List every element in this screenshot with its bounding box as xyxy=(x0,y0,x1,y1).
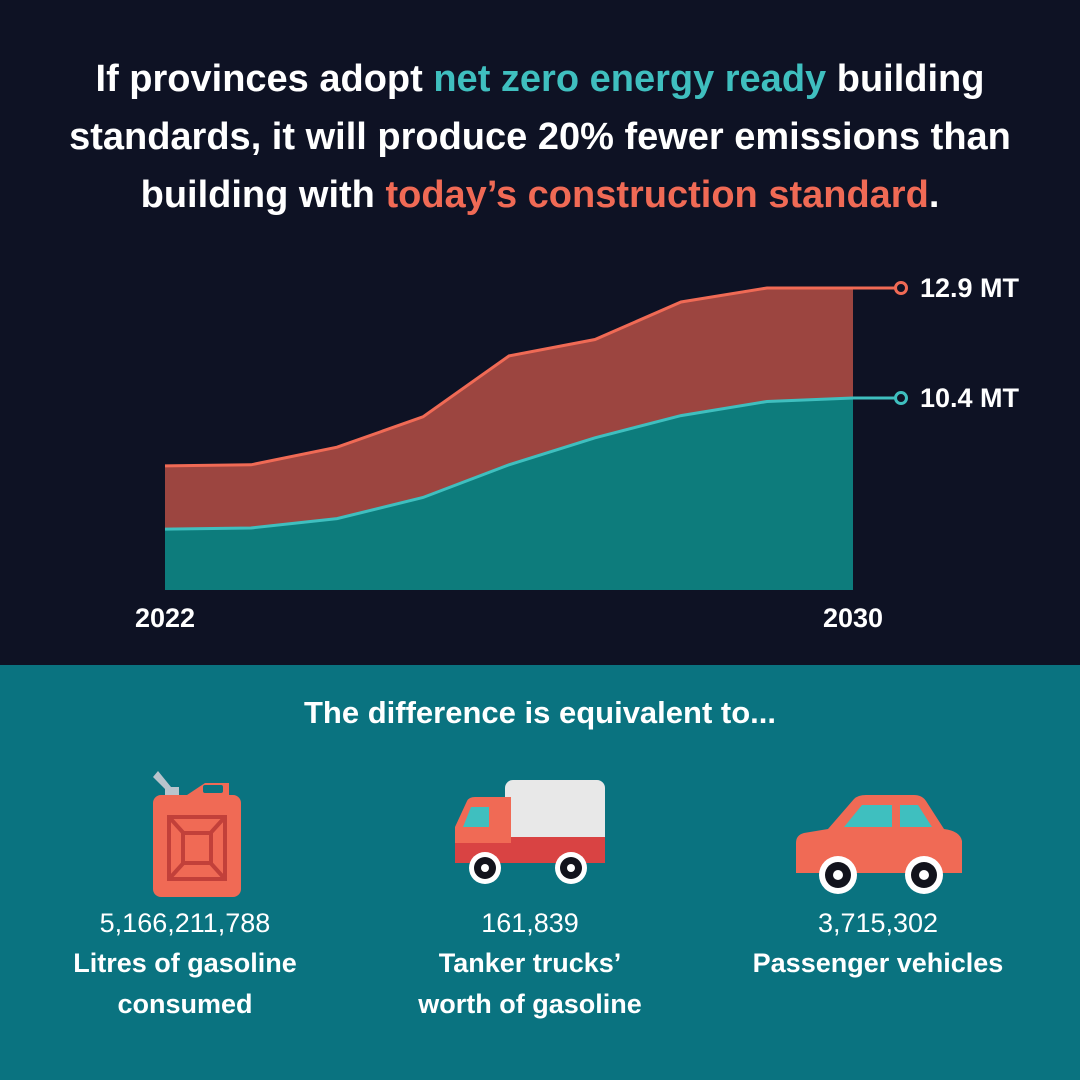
gasoline-value: 5,166,211,788 xyxy=(99,908,271,938)
headline-part-1: If provinces adopt xyxy=(95,58,434,100)
passenger-vehicles-value: 3,715,302 xyxy=(817,908,939,938)
headline: If provinces adopt net zero energy ready… xyxy=(40,50,1040,224)
current-standard-end-marker xyxy=(894,281,908,295)
equivalents-section: The difference is equivalent to... 5,166… xyxy=(0,665,1080,1080)
equivalent-gasoline: 5,166,211,788 Litres of gasoline consumed xyxy=(35,765,335,1025)
headline-part-2: building standards, it will produce 20% … xyxy=(69,58,1011,216)
car-icon xyxy=(796,795,962,894)
equivalents-title: The difference is equivalent to... xyxy=(304,695,776,730)
gasoline-label-line-2: consumed xyxy=(117,989,253,1019)
net-zero-line xyxy=(164,396,854,531)
current-standard-line xyxy=(164,286,853,468)
tanker-trucks-value: 161,839 xyxy=(481,908,579,938)
headline-highlight-net-zero: net zero energy ready xyxy=(433,58,827,100)
gasoline-label-line-1: Litres of gasoline xyxy=(73,948,297,978)
truck-icon xyxy=(455,780,605,884)
x-axis-end-label: 2030 xyxy=(823,603,883,633)
emissions-area-chart: 12.9 MT 10.4 MT 2022 2030 xyxy=(135,273,1020,633)
net-zero-end-marker xyxy=(894,391,908,406)
equivalent-tanker-trucks: 161,839 Tanker trucks’ worth of gasoline xyxy=(380,765,680,1025)
headline-highlight-current: today’s construction standard xyxy=(385,174,929,216)
chart-section: If provinces adopt net zero energy ready… xyxy=(40,50,1040,633)
headline-part-3: . xyxy=(928,174,940,216)
passenger-vehicles-label-line-1: Passenger vehicles xyxy=(752,948,1004,978)
x-axis-start-label: 2022 xyxy=(135,603,195,633)
net-zero-end-label: 10.4 MT xyxy=(920,383,1020,413)
equivalent-passenger-vehicles: 3,715,302 Passenger vehicles xyxy=(728,765,1028,984)
tanker-trucks-label-line-2: worth of gasoline xyxy=(418,989,642,1019)
gas-can-icon xyxy=(153,771,241,897)
net-zero-area xyxy=(165,398,853,590)
current-standard-end-label: 12.9 MT xyxy=(920,273,1020,303)
gasoline-label: Litres of gasoline consumed xyxy=(35,943,335,1025)
tanker-trucks-label: Tanker trucks’ worth of gasoline xyxy=(380,943,680,1025)
tanker-trucks-label-line-1: Tanker trucks’ xyxy=(438,948,622,978)
passenger-vehicles-label: Passenger vehicles xyxy=(728,943,1028,984)
